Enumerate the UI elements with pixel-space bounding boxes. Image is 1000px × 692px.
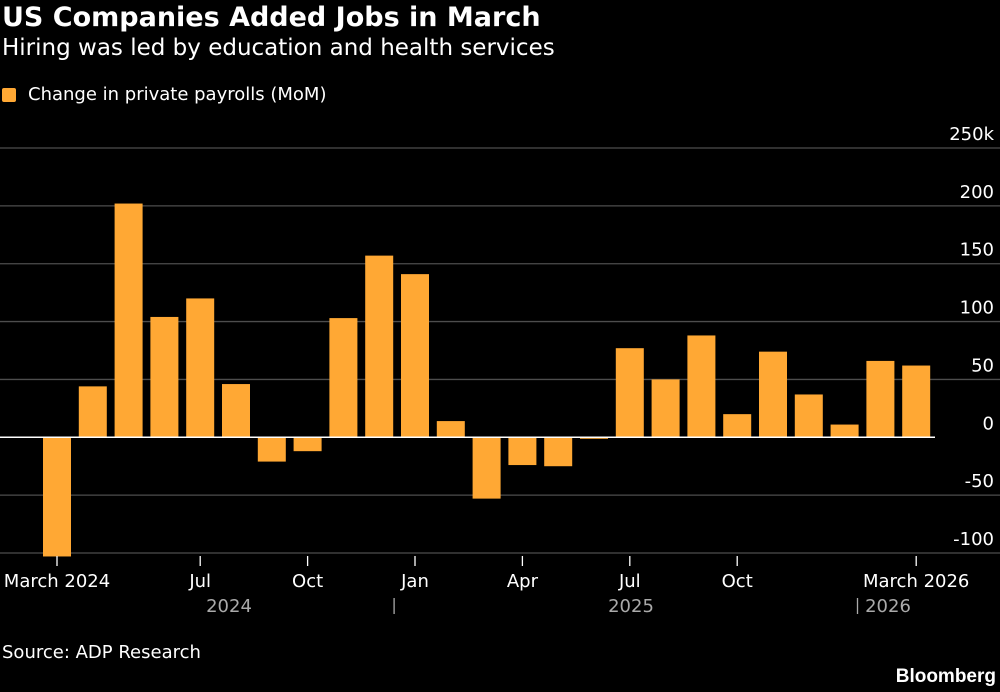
y-tick-label: 200: [960, 182, 994, 203]
bar: [759, 351, 787, 438]
bar: [186, 298, 215, 438]
bar: [43, 437, 71, 557]
bar: [615, 348, 644, 438]
bar: [794, 394, 823, 438]
y-tick-label: 250k: [949, 124, 994, 145]
x-tick-label: Oct: [292, 571, 323, 592]
bar: [830, 424, 859, 438]
y-tick-label: 150: [960, 240, 994, 261]
x-tick-label: Jan: [400, 571, 429, 592]
y-tick-label: 100: [960, 298, 994, 319]
bar: [329, 318, 358, 438]
x-tick-label: Apr: [507, 571, 539, 592]
bar: [401, 274, 429, 438]
year-label: 2024: [206, 596, 252, 617]
year-label: 2025: [608, 596, 654, 617]
bar: [508, 437, 537, 466]
x-tick-label: March 2024: [4, 571, 110, 592]
bar: [150, 316, 179, 438]
bar: [723, 414, 752, 438]
bar: [114, 203, 143, 438]
bar: [687, 335, 716, 438]
bar: [866, 360, 895, 438]
legend-label: Change in private payrolls (MoM): [28, 84, 327, 105]
bar: [365, 255, 394, 438]
legend: Change in private payrolls (MoM): [2, 84, 326, 105]
chart-title: US Companies Added Jobs in March: [2, 2, 541, 33]
bar: [902, 365, 931, 438]
x-tick-label: March 2026: [863, 571, 969, 592]
y-tick-label: -100: [953, 529, 994, 550]
bar: [222, 384, 250, 438]
bar: [651, 379, 680, 438]
bar: [472, 437, 501, 499]
x-tick-label: Oct: [722, 571, 753, 592]
y-tick-label: 0: [983, 413, 994, 434]
x-tick-label: Jul: [188, 571, 211, 592]
year-label: 2026: [865, 596, 911, 617]
bar: [78, 386, 107, 438]
bar: [436, 421, 465, 438]
bar: [257, 437, 286, 462]
bar: [544, 437, 573, 467]
bloomberg-logo: Bloomberg: [895, 666, 996, 687]
chart-subtitle: Hiring was led by education and health s…: [2, 35, 555, 61]
source-note: Source: ADP Research: [2, 642, 201, 663]
y-tick-label: 50: [971, 355, 994, 376]
bar: [293, 437, 322, 452]
y-tick-label: -50: [965, 471, 994, 492]
x-tick-label: Jul: [618, 571, 641, 592]
legend-swatch: [2, 87, 16, 102]
